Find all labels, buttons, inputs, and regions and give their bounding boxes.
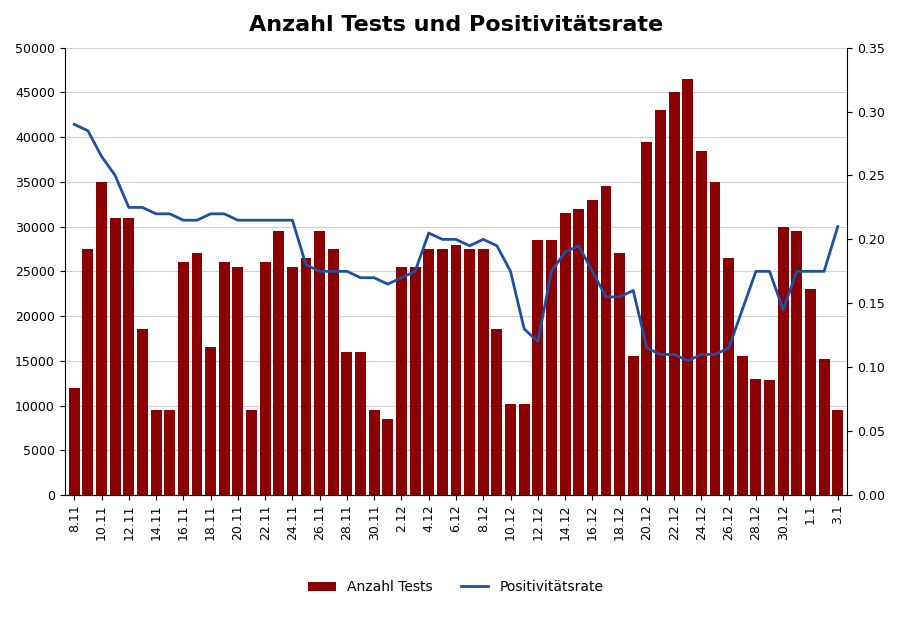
Bar <box>68 388 80 495</box>
Bar <box>642 141 652 495</box>
Bar <box>178 262 189 495</box>
Bar <box>205 348 216 495</box>
Bar <box>573 209 584 495</box>
Positivitätsrate <box>832 223 843 231</box>
Bar <box>819 359 830 495</box>
Line: Positivitätsrate: Positivitätsrate <box>75 125 838 361</box>
Bar <box>478 249 489 495</box>
Bar <box>628 356 639 495</box>
Bar <box>491 330 502 495</box>
Bar <box>464 249 475 495</box>
Positivitätsrate <box>110 172 121 179</box>
Bar <box>83 249 94 495</box>
Bar <box>655 110 666 495</box>
Bar <box>123 217 134 495</box>
Title: Anzahl Tests und Positivitätsrate: Anzahl Tests und Positivitätsrate <box>249 15 663 35</box>
Bar <box>696 151 706 495</box>
Bar <box>669 92 680 495</box>
Bar <box>451 244 462 495</box>
Bar <box>110 217 121 495</box>
Positivitätsrate <box>587 268 598 275</box>
Bar <box>614 254 626 495</box>
Positivitätsrate <box>69 121 80 128</box>
Bar <box>560 213 571 495</box>
Bar <box>369 410 380 495</box>
Bar <box>532 240 544 495</box>
Bar <box>341 352 353 495</box>
Bar <box>260 262 271 495</box>
Bar <box>164 410 176 495</box>
Positivitätsrate <box>274 216 284 224</box>
Positivitätsrate <box>682 357 693 364</box>
Bar <box>709 182 721 495</box>
Bar <box>423 249 434 495</box>
Positivitätsrate <box>600 293 611 301</box>
Bar <box>328 249 338 495</box>
Bar <box>246 410 257 495</box>
Bar <box>518 404 529 495</box>
Positivitätsrate <box>96 153 107 160</box>
Bar <box>791 231 802 495</box>
Bar <box>314 231 325 495</box>
Bar <box>682 79 693 495</box>
Bar <box>274 231 284 495</box>
Bar <box>764 381 775 495</box>
Bar <box>137 330 148 495</box>
Bar <box>505 404 516 495</box>
Bar <box>832 410 843 495</box>
Bar <box>396 267 407 495</box>
Bar <box>192 254 202 495</box>
Bar <box>232 267 243 495</box>
Bar <box>287 267 298 495</box>
Bar <box>96 182 107 495</box>
Bar <box>410 267 420 495</box>
Bar <box>805 289 816 495</box>
Positivitätsrate <box>396 274 407 282</box>
Bar <box>724 258 734 495</box>
Bar <box>600 186 611 495</box>
Bar <box>301 258 311 495</box>
Bar <box>436 249 448 495</box>
Legend: Anzahl Tests, Positivitätsrate: Anzahl Tests, Positivitätsrate <box>303 575 609 600</box>
Bar <box>751 379 761 495</box>
Bar <box>587 200 598 495</box>
Bar <box>382 419 393 495</box>
Bar <box>737 356 748 495</box>
Bar <box>356 352 366 495</box>
Bar <box>778 227 788 495</box>
Bar <box>546 240 557 495</box>
Bar <box>150 410 161 495</box>
Bar <box>219 262 230 495</box>
